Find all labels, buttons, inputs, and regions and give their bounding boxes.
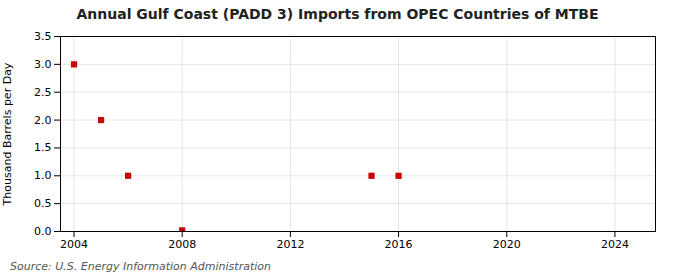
svg-text:2016: 2016 bbox=[385, 238, 413, 251]
svg-text:1.0: 1.0 bbox=[34, 169, 52, 182]
svg-text:2.5: 2.5 bbox=[34, 86, 52, 99]
svg-text:3.5: 3.5 bbox=[34, 30, 52, 43]
svg-text:2020: 2020 bbox=[493, 238, 521, 251]
svg-text:2024: 2024 bbox=[601, 238, 629, 251]
svg-text:3.0: 3.0 bbox=[34, 58, 52, 71]
html-text:Source: U.S. Energy Informatio: Source: U.S. Energy Information Administ… bbox=[10, 260, 271, 273]
svg-text:0.5: 0.5 bbox=[34, 197, 52, 210]
svg-text:2008: 2008 bbox=[168, 238, 196, 251]
svg-text:2004: 2004 bbox=[60, 238, 88, 251]
svg-text:2012: 2012 bbox=[276, 238, 304, 251]
svg-text:2.0: 2.0 bbox=[34, 114, 52, 127]
svg-text:Thousand Barrels per Day: Thousand Barrels per Day bbox=[1, 62, 14, 206]
svg-text:0.0: 0.0 bbox=[34, 225, 52, 238]
svg-text:1.5: 1.5 bbox=[34, 141, 52, 154]
html-text:Annual Gulf Coast (PADD 3) Imp: Annual Gulf Coast (PADD 3) Imports from … bbox=[76, 6, 599, 22]
